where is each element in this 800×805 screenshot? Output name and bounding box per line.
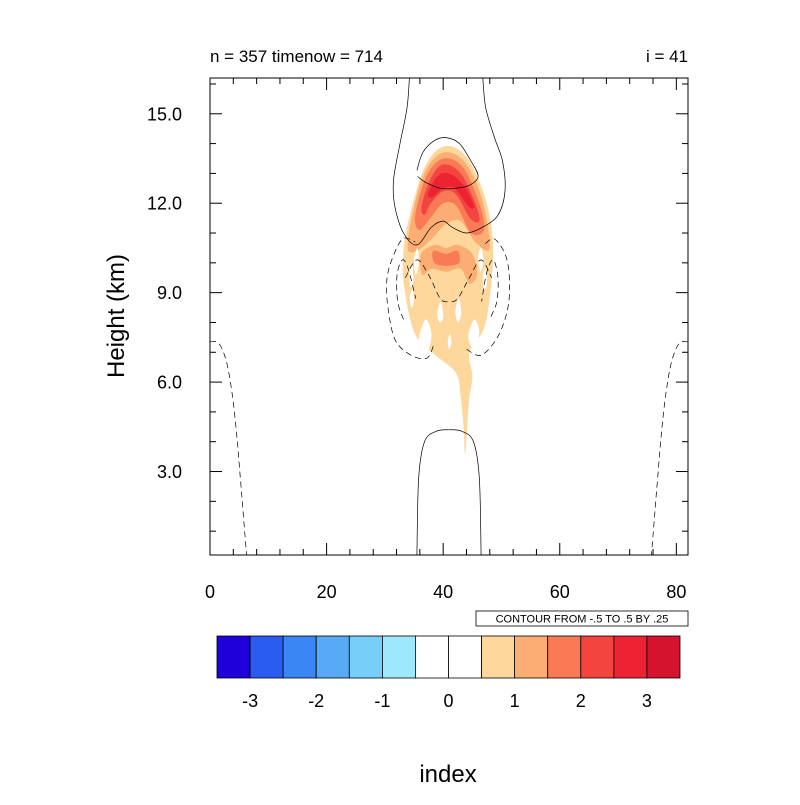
y-axis-label: Height (km) bbox=[103, 254, 130, 378]
colorbar-box bbox=[580, 635, 615, 679]
y-tick-label: 6.0 bbox=[157, 373, 182, 393]
title-right: i = 41 bbox=[646, 47, 688, 66]
contour-line-6 bbox=[481, 259, 499, 317]
colorbar-tick-label: 0 bbox=[443, 691, 453, 711]
colorbar-tick-label: -3 bbox=[242, 691, 258, 711]
colorbar-box bbox=[547, 635, 582, 679]
filled-region-15 bbox=[447, 334, 452, 350]
filled-region-7 bbox=[413, 247, 419, 275]
colorbar-box bbox=[448, 635, 482, 679]
colorbar-box bbox=[481, 635, 516, 679]
plot-frame bbox=[209, 77, 689, 556]
colorbar-box bbox=[348, 635, 383, 679]
colorbar-box bbox=[315, 635, 350, 679]
filled-region-9 bbox=[409, 265, 414, 288]
y-tick-label: 3.0 bbox=[157, 462, 182, 482]
colorbar-tick-label: 1 bbox=[510, 691, 520, 711]
axis-ticks: 0 20 40 60 80 3.0 6.0 9.0 12.0 15.0 bbox=[147, 78, 688, 602]
colorbar-box bbox=[216, 635, 251, 679]
x-tick-label: 80 bbox=[666, 582, 686, 602]
contour-line-3 bbox=[386, 237, 434, 360]
colorbar-tick-label: 2 bbox=[576, 691, 586, 711]
filled-region-14 bbox=[455, 298, 462, 323]
colorbar-box bbox=[646, 635, 681, 679]
colorbar: -3 -2 -1 0 1 2 3 bbox=[216, 635, 681, 711]
contour-info-text: CONTOUR FROM -.5 TO .5 BY .25 bbox=[496, 614, 669, 626]
colorbar-box bbox=[249, 635, 284, 679]
y-tick-label: 15.0 bbox=[147, 104, 182, 124]
contour-line-7 bbox=[405, 259, 492, 303]
contour-line-0 bbox=[416, 429, 482, 556]
contour-info-frame bbox=[475, 610, 689, 627]
x-tick-label: 0 bbox=[205, 582, 215, 602]
colorbar-box bbox=[282, 635, 317, 679]
y-tick-label: 9.0 bbox=[157, 283, 182, 303]
filled-region-10 bbox=[482, 268, 487, 291]
contour-line-5 bbox=[396, 259, 417, 320]
filled-region-16 bbox=[409, 289, 415, 308]
contour-line-4 bbox=[466, 238, 510, 356]
contour-line-9 bbox=[650, 341, 689, 556]
colorbar-box bbox=[381, 635, 416, 679]
filled-region-4 bbox=[432, 250, 460, 266]
colorbar-tick-label: -1 bbox=[374, 691, 390, 711]
filled-region-13 bbox=[437, 301, 444, 323]
contour-info-box: CONTOUR FROM -.5 TO .5 BY .25 bbox=[475, 610, 689, 627]
x-tick-label: 40 bbox=[433, 582, 453, 602]
contour-line-2 bbox=[416, 137, 479, 190]
y-tick-label: 12.0 bbox=[147, 194, 182, 214]
plot-area: 0 20 40 60 80 3.0 6.0 9.0 12.0 15.0 bbox=[147, 77, 689, 602]
filled-contours bbox=[402, 145, 494, 455]
filled-region-12 bbox=[468, 319, 480, 350]
colorbar-tick-label: -2 bbox=[308, 691, 324, 711]
colorbar-box bbox=[414, 635, 449, 679]
x-axis-label: index bbox=[419, 761, 476, 788]
x-tick-label: 20 bbox=[317, 582, 337, 602]
colorbar-tick-label: 3 bbox=[642, 691, 652, 711]
filled-region-6 bbox=[427, 172, 475, 209]
filled-region-11 bbox=[418, 319, 432, 353]
colorbar-box bbox=[613, 635, 648, 679]
contour-lines bbox=[209, 77, 689, 556]
contour-line-8 bbox=[209, 341, 248, 556]
contour-line-1 bbox=[392, 77, 506, 246]
title-left: n = 357 timenow = 714 bbox=[210, 47, 383, 66]
x-tick-label: 60 bbox=[550, 582, 570, 602]
colorbar-box bbox=[514, 635, 549, 679]
